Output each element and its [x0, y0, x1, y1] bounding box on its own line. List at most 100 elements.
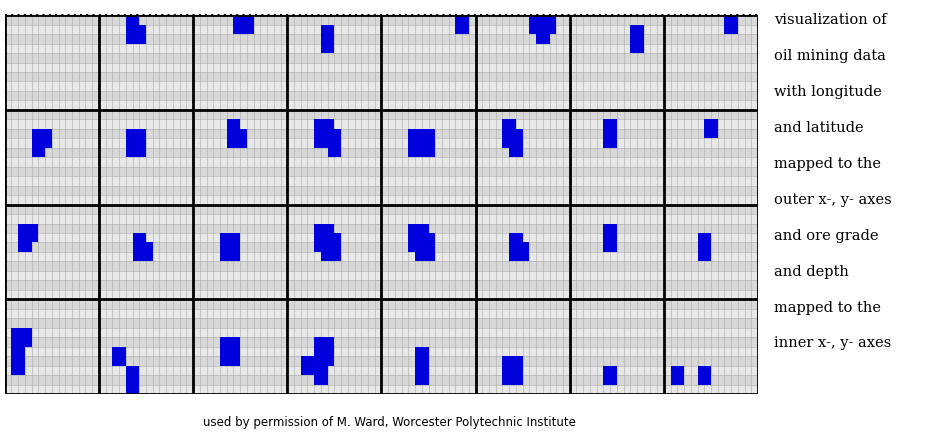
Bar: [220, 347, 234, 365]
Bar: [5, 81, 758, 91]
Bar: [671, 365, 684, 385]
Bar: [5, 62, 758, 72]
Bar: [11, 337, 25, 356]
Bar: [321, 223, 334, 242]
Bar: [140, 242, 153, 262]
Bar: [5, 176, 758, 186]
Bar: [133, 138, 146, 157]
Bar: [5, 233, 758, 242]
Bar: [5, 214, 758, 223]
Bar: [422, 138, 435, 157]
Bar: [328, 129, 341, 148]
Text: and latitude: and latitude: [774, 121, 864, 135]
Bar: [321, 34, 334, 53]
Bar: [697, 242, 711, 262]
Bar: [5, 148, 758, 157]
Text: and depth: and depth: [774, 265, 849, 278]
Bar: [5, 242, 758, 252]
Bar: [5, 110, 758, 120]
Bar: [509, 365, 522, 385]
Bar: [227, 347, 240, 365]
Bar: [697, 233, 711, 252]
Bar: [328, 138, 341, 157]
Bar: [321, 242, 334, 262]
Bar: [5, 91, 758, 100]
Bar: [5, 15, 758, 25]
Bar: [509, 129, 522, 148]
Bar: [220, 337, 234, 356]
Bar: [321, 337, 334, 356]
Bar: [603, 129, 617, 148]
Bar: [321, 120, 334, 138]
Bar: [509, 242, 522, 262]
Bar: [509, 233, 522, 252]
Bar: [227, 242, 240, 262]
Bar: [314, 347, 328, 365]
Bar: [227, 120, 240, 138]
Bar: [133, 25, 146, 44]
Bar: [11, 356, 25, 375]
Bar: [5, 356, 758, 365]
Bar: [5, 309, 758, 318]
Bar: [415, 356, 428, 375]
Text: with longitude: with longitude: [774, 85, 882, 99]
Bar: [503, 365, 516, 385]
Bar: [112, 347, 125, 365]
Bar: [18, 233, 31, 252]
Bar: [415, 223, 428, 242]
Bar: [5, 328, 758, 337]
Bar: [5, 186, 758, 195]
Bar: [125, 129, 140, 148]
Bar: [234, 15, 247, 34]
Text: mapped to the: mapped to the: [774, 157, 882, 171]
Bar: [5, 100, 758, 110]
Bar: [220, 233, 234, 252]
Bar: [415, 138, 428, 157]
Text: visualization of: visualization of: [774, 13, 887, 27]
Bar: [125, 15, 140, 34]
Text: mapped to the: mapped to the: [774, 301, 882, 314]
Bar: [5, 347, 758, 356]
Bar: [5, 167, 758, 176]
Bar: [133, 242, 146, 262]
Bar: [5, 195, 758, 205]
Bar: [603, 365, 617, 385]
Bar: [125, 375, 140, 394]
Bar: [321, 233, 334, 252]
Bar: [408, 233, 422, 252]
Bar: [11, 347, 25, 365]
Bar: [503, 356, 516, 375]
Bar: [509, 365, 522, 385]
Bar: [697, 365, 711, 385]
Bar: [630, 25, 644, 44]
Bar: [5, 385, 758, 394]
Bar: [18, 223, 31, 242]
Bar: [125, 365, 140, 385]
Bar: [328, 233, 341, 252]
Bar: [503, 120, 516, 138]
Bar: [603, 233, 617, 252]
Bar: [5, 337, 758, 347]
Bar: [31, 129, 45, 148]
Text: outer x-, y- axes: outer x-, y- axes: [774, 193, 892, 207]
Bar: [125, 25, 140, 44]
Bar: [314, 337, 328, 356]
Bar: [509, 138, 522, 157]
Bar: [314, 356, 328, 375]
Bar: [5, 120, 758, 129]
Bar: [704, 120, 718, 138]
Bar: [25, 223, 38, 242]
Bar: [5, 157, 758, 167]
Bar: [5, 365, 758, 375]
Bar: [5, 271, 758, 281]
Text: inner x-, y- axes: inner x-, y- axes: [774, 336, 891, 350]
Bar: [408, 223, 422, 242]
Bar: [301, 356, 314, 375]
Bar: [415, 233, 428, 252]
Bar: [630, 34, 644, 53]
Bar: [328, 242, 341, 262]
Bar: [455, 6, 469, 25]
Bar: [11, 328, 25, 347]
Bar: [321, 25, 334, 44]
Bar: [5, 129, 758, 138]
